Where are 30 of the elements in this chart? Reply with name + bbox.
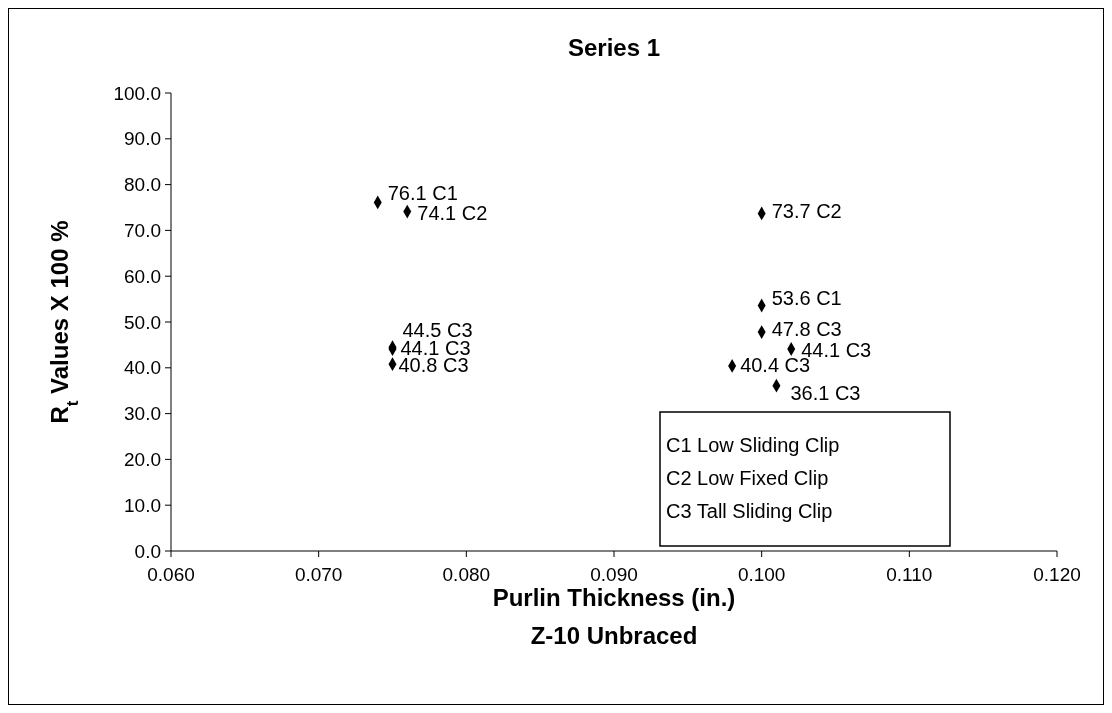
y-tick-label: 100.0 [113, 82, 161, 104]
data-label: 73.7 C2 [771, 200, 842, 223]
data-label: 47.8 C3 [771, 318, 842, 341]
annotation: C1 Low Sliding Clip [666, 434, 840, 456]
y-tick-label: 60.0 [124, 265, 161, 287]
data-label: 44.5 C3 [402, 319, 473, 342]
annotation: C3 Tall Sliding Clip [666, 500, 833, 522]
y-tick-label: 30.0 [124, 403, 161, 425]
y-tick-label: 50.0 [124, 311, 161, 333]
y-tick-label: 40.0 [124, 357, 161, 379]
x-tick-label: 0.060 [147, 564, 195, 585]
chart-title: Series 1 [567, 34, 661, 61]
note-box: C1 Low Sliding Clip C2 Low Fixed Clip C3 Tall Sliding Clip [659, 411, 951, 547]
x-axis-title: Purlin Thickness (in.) Z-10 Unbraced [492, 584, 736, 649]
x-tick-label: 0.100 [737, 564, 786, 585]
x-tick-label: 0.120 [1033, 564, 1081, 585]
x-tick-label: 0.070 [294, 564, 343, 585]
data-label: 40.8 C3 [398, 354, 469, 377]
x-tick-label: 0.090 [590, 564, 638, 585]
x-tick-label: 0.080 [442, 564, 491, 585]
data-label: 53.6 C1 [771, 286, 842, 309]
y-tick-label: 80.0 [124, 174, 161, 196]
y-tick-label: 0.0 [134, 540, 161, 562]
y-tick-label: 20.0 [124, 449, 161, 471]
y-tick-label: 10.0 [124, 494, 161, 516]
y-tick-label: 70.0 [124, 220, 161, 242]
y-tick-label: 90.0 [124, 128, 161, 150]
data-label: 36.1 C3 [790, 381, 861, 404]
annotation: C2 Low Fixed Clip [666, 467, 829, 489]
x-tick-label: 0.110 [886, 564, 933, 585]
